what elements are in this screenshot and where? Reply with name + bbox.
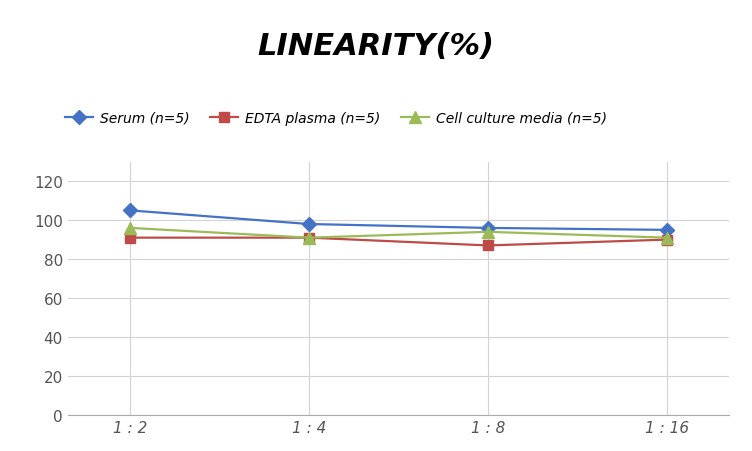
EDTA plasma (n=5) bbox=[126, 235, 135, 241]
Line: Cell culture media (n=5): Cell culture media (n=5) bbox=[125, 223, 672, 244]
Cell culture media (n=5) bbox=[484, 230, 493, 235]
Serum (n=5) bbox=[484, 226, 493, 231]
EDTA plasma (n=5) bbox=[663, 237, 672, 243]
Cell culture media (n=5) bbox=[126, 226, 135, 231]
Text: LINEARITY(%): LINEARITY(%) bbox=[257, 32, 495, 60]
Cell culture media (n=5) bbox=[663, 235, 672, 241]
Line: EDTA plasma (n=5): EDTA plasma (n=5) bbox=[126, 233, 672, 251]
Cell culture media (n=5) bbox=[305, 235, 314, 241]
EDTA plasma (n=5) bbox=[484, 243, 493, 249]
EDTA plasma (n=5) bbox=[305, 235, 314, 241]
Line: Serum (n=5): Serum (n=5) bbox=[126, 206, 672, 235]
Serum (n=5) bbox=[663, 228, 672, 233]
Legend: Serum (n=5), EDTA plasma (n=5), Cell culture media (n=5): Serum (n=5), EDTA plasma (n=5), Cell cul… bbox=[59, 106, 612, 131]
Serum (n=5) bbox=[305, 222, 314, 227]
Serum (n=5) bbox=[126, 208, 135, 214]
